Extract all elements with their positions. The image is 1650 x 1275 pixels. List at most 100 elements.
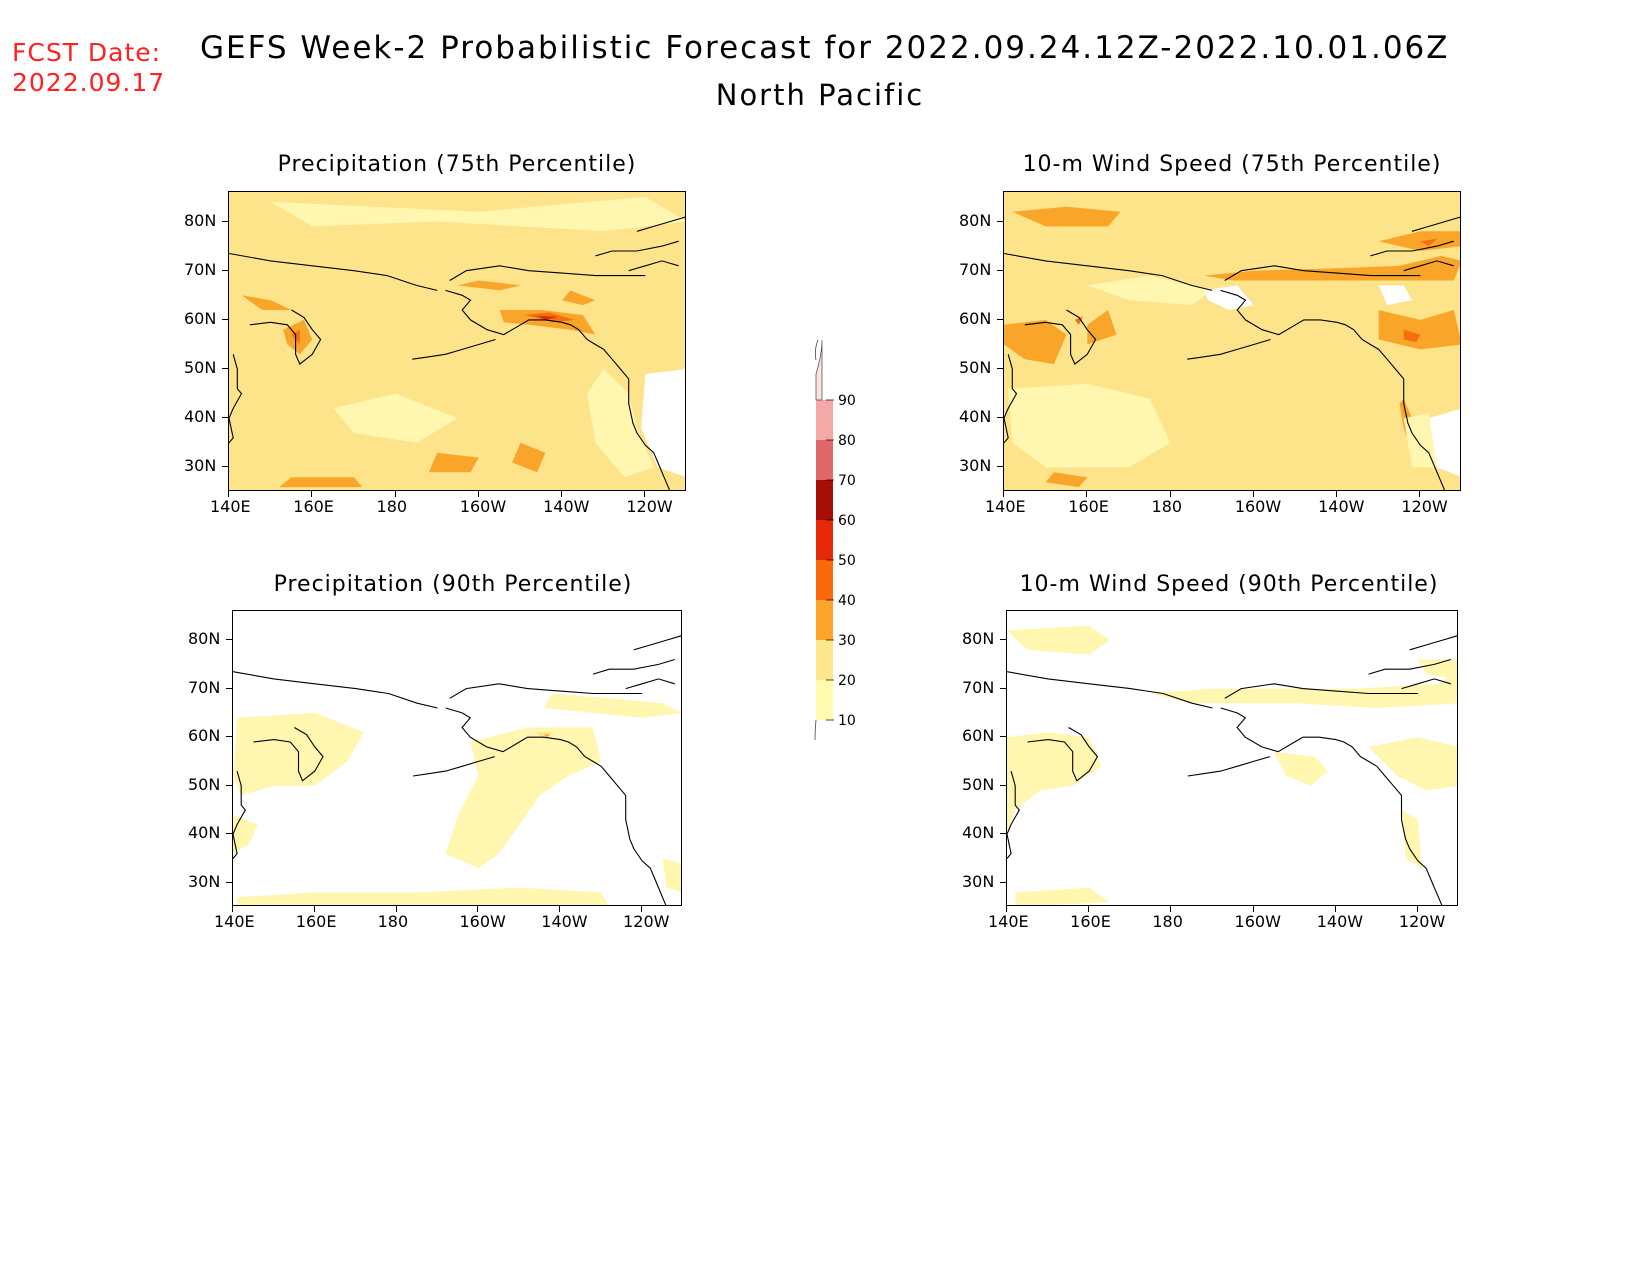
colorbar-edge: [814, 339, 819, 361]
lat-tick-mark: [226, 687, 232, 689]
lon-tick-mark: [477, 491, 479, 497]
coastline: [249, 309, 322, 365]
lat-tick-label: 80N: [962, 629, 995, 649]
coastline: [1024, 309, 1097, 365]
lon-tick-label: 180: [377, 912, 409, 931]
coastline: [1224, 265, 1421, 281]
coastline: [595, 240, 679, 257]
lon-tick-label: 180: [376, 497, 408, 516]
coastline: [1007, 770, 1020, 859]
lon-tick-mark: [1336, 491, 1338, 497]
region-title: North Pacific: [0, 78, 1650, 112]
lon-tick-mark: [1252, 491, 1254, 497]
panel-title-precip90: Precipitation (90th Percentile): [273, 572, 633, 597]
shaded-region: [543, 693, 681, 718]
shaded-region: [1378, 310, 1460, 350]
coastline: [603, 349, 671, 490]
lon-tick-label: 140E: [214, 912, 255, 931]
shaded-region: [1417, 659, 1457, 679]
lon-tick-mark: [228, 491, 229, 497]
lon-tick-label: 160E: [293, 497, 334, 516]
colorbar-swatch: [816, 600, 833, 640]
lat-tick-label: 80N: [188, 629, 221, 649]
shaded-region: [641, 369, 685, 477]
shaded-region: [1015, 887, 1110, 905]
colorbar-swatch: [815, 339, 823, 401]
shaded-region: [233, 814, 258, 854]
lat-tick-label: 60N: [184, 308, 217, 328]
shaded-region: [1274, 751, 1328, 786]
lon-tick-label: 140E: [988, 912, 1029, 931]
colorbar-label: 40: [838, 593, 856, 609]
lat-tick-mark: [997, 269, 1003, 271]
coastline: [233, 671, 438, 709]
coastline: [633, 635, 681, 651]
shaded-region: [1074, 316, 1084, 325]
lon-tick-mark: [395, 906, 397, 912]
coastline: [1411, 216, 1460, 232]
lon-tick-label: 180: [1151, 497, 1183, 516]
lat-tick-mark: [997, 466, 1003, 468]
coastline: [412, 338, 496, 360]
lat-tick-mark: [222, 318, 228, 320]
map-canvas-precip75: [229, 192, 685, 490]
lon-tick-mark: [477, 906, 479, 912]
lon-tick-label: 160W: [1234, 497, 1282, 516]
lat-tick-mark: [226, 784, 232, 786]
lat-tick-label: 80N: [959, 210, 992, 230]
lat-tick-label: 60N: [188, 726, 221, 746]
lat-tick-mark: [1000, 833, 1006, 835]
colorbar: 10 20 30 40 50 60 70 80 90: [812, 339, 882, 761]
lat-tick-mark: [226, 881, 232, 883]
coastline: [412, 756, 495, 777]
map-wind75: [1003, 191, 1461, 491]
shaded-region: [1007, 732, 1102, 835]
lat-tick-mark: [222, 417, 228, 419]
lat-tick-mark: [1000, 736, 1006, 738]
shaded-region: [270, 196, 685, 232]
coastline: [229, 354, 243, 444]
lon-tick-label: 160W: [459, 497, 507, 516]
lon-tick-mark: [313, 906, 315, 912]
colorbar-label: 30: [838, 633, 856, 649]
shaded-region: [1007, 625, 1110, 655]
lat-tick-label: 70N: [188, 677, 221, 697]
colorbar-label: 10: [838, 713, 856, 729]
lon-tick-mark: [644, 491, 646, 497]
lat-tick-label: 30N: [962, 871, 995, 891]
shaded-region: [512, 442, 546, 473]
shaded-region: [562, 290, 596, 306]
colorbar-swatch: [816, 560, 833, 600]
lat-tick-mark: [226, 639, 232, 641]
map-wind90: [1006, 610, 1458, 906]
lat-tick-mark: [997, 368, 1003, 370]
shaded-region: [1087, 310, 1117, 345]
panel-title-precip75: Precipitation (75th Percentile): [277, 152, 637, 177]
colorbar-label: 60: [838, 513, 856, 529]
lat-tick-label: 30N: [188, 871, 221, 891]
lat-tick-label: 40N: [959, 407, 992, 427]
lat-tick-mark: [1000, 687, 1006, 689]
lat-tick-mark: [1000, 639, 1006, 641]
shaded-region: [428, 452, 479, 473]
lat-tick-label: 70N: [959, 259, 992, 279]
lon-tick-label: 160E: [295, 912, 337, 931]
coastline: [625, 678, 675, 690]
coastline: [1224, 683, 1418, 699]
colorbar-edge: [814, 719, 817, 761]
shaded-region: [279, 477, 363, 488]
lat-tick-mark: [226, 833, 232, 835]
colorbar-label: 80: [838, 433, 856, 449]
lat-tick-mark: [997, 318, 1003, 320]
lon-tick-mark: [1419, 491, 1421, 497]
shaded-region: [1150, 670, 1457, 708]
lat-tick-mark: [997, 417, 1003, 419]
coastline: [600, 765, 667, 905]
lon-tick-label: 160E: [1070, 912, 1111, 931]
coastline: [1004, 252, 1213, 291]
lat-tick-label: 50N: [188, 774, 221, 794]
map-precip90: [232, 610, 682, 906]
lat-tick-mark: [222, 269, 228, 271]
coastline: [636, 216, 685, 232]
shaded-region: [1378, 231, 1460, 251]
